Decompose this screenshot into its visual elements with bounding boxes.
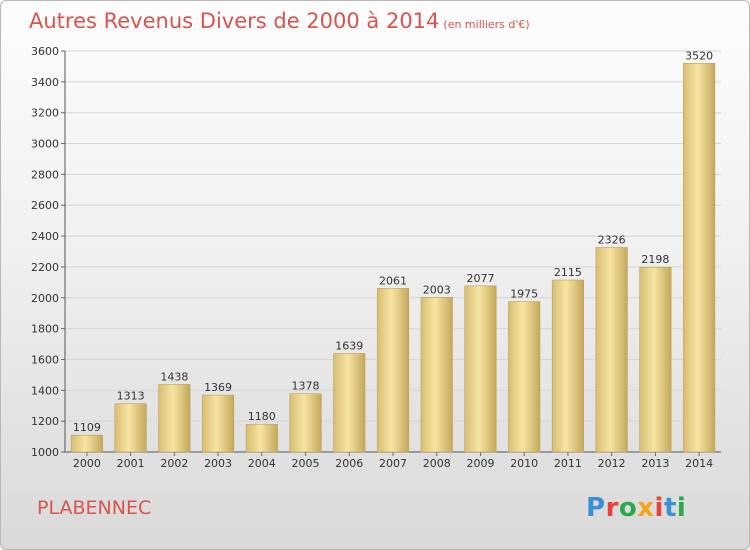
x-tick-label: 2014 — [685, 457, 713, 470]
y-tick-label: 3200 — [31, 107, 59, 120]
x-tick-label: 2008 — [423, 457, 451, 470]
label-layer: 1109 1313 1438 1369 1180 1378 1639 2061 2003 2077… — [73, 49, 713, 434]
y-tick-label: 1200 — [31, 415, 59, 428]
bar — [70, 434, 103, 453]
logo-letter: P — [586, 493, 606, 523]
y-tick-label: 1400 — [31, 384, 59, 397]
data-label: 1438 — [160, 370, 188, 383]
data-label: 3520 — [685, 49, 713, 62]
bar — [508, 301, 541, 453]
y-tick-label: 3600 — [31, 45, 59, 58]
y-tick-label: 2800 — [31, 168, 59, 181]
bar — [158, 384, 191, 453]
x-tick-label: 2007 — [379, 457, 407, 470]
y-tick-label: 1600 — [31, 353, 59, 366]
data-label: 2077 — [466, 272, 494, 285]
y-tick-label: 2000 — [31, 292, 59, 305]
y-tick-label: 2200 — [31, 261, 59, 274]
x-tick-label: 2000 — [73, 457, 101, 470]
data-label: 1378 — [292, 380, 320, 393]
logo-letter: t — [663, 493, 677, 523]
bar — [464, 285, 497, 453]
y-tick-label: 3400 — [31, 76, 59, 89]
bar — [245, 423, 278, 453]
bar — [376, 288, 410, 453]
data-label: 2326 — [598, 233, 626, 246]
logo-letter: i — [654, 493, 664, 523]
y-tick-label: 1000 — [31, 446, 59, 459]
x-tick-label: 2004 — [248, 457, 276, 470]
logo-letter: r — [605, 493, 619, 523]
x-tick-label: 2003 — [204, 457, 232, 470]
data-label: 2003 — [423, 283, 451, 296]
logo-letter: o — [618, 493, 638, 523]
logo-letter: i — [676, 493, 687, 523]
data-label: 2198 — [641, 253, 669, 266]
bar — [289, 393, 322, 453]
x-tick-label: 2005 — [292, 457, 320, 470]
x-tick-label: 2013 — [641, 457, 669, 470]
proxiti-logo[interactable]: Proxiti — [586, 493, 686, 523]
data-label: 1975 — [510, 288, 538, 301]
bar — [420, 297, 453, 453]
x-tick-label: 2002 — [160, 457, 188, 470]
data-label: 2115 — [554, 266, 582, 279]
x-tick-label: 2012 — [598, 457, 626, 470]
data-label: 1180 — [248, 410, 276, 423]
chart-title: Autres Revenus Divers de 2000 à 2014 (en … — [29, 9, 530, 33]
chart-title-unit: (en milliers d'€) — [443, 18, 530, 31]
y-tick-label: 2600 — [31, 199, 59, 212]
x-tick-label: 2010 — [510, 457, 538, 470]
data-label: 1369 — [204, 381, 232, 394]
y-tick-label: 2400 — [31, 230, 59, 243]
y-tick-label: 1800 — [31, 323, 59, 336]
chart-title-main: Autres Revenus Divers de 2000 à 2014 — [29, 9, 440, 33]
data-label: 1109 — [73, 421, 101, 434]
x-tick-label: 2006 — [335, 457, 363, 470]
axis-layer: 1000 1200 1400 1600 1800 2000 2200 2400 2600 2800… — [31, 45, 721, 470]
data-label: 1313 — [117, 390, 145, 403]
data-label: 2061 — [379, 274, 407, 287]
bar-layer — [70, 63, 716, 453]
y-tick-label: 3000 — [31, 138, 59, 151]
x-tick-label: 2011 — [554, 457, 582, 470]
location-label: PLABENNEC — [37, 497, 152, 519]
bar — [333, 353, 366, 453]
x-tick-label: 2001 — [117, 457, 145, 470]
bar — [202, 394, 235, 453]
bar — [114, 403, 147, 453]
logo-letter: x — [637, 493, 655, 523]
bar — [639, 266, 672, 453]
bar — [551, 279, 584, 453]
x-tick-label: 2009 — [466, 457, 494, 470]
bar — [595, 247, 628, 453]
bar — [683, 63, 716, 453]
data-label: 1639 — [335, 339, 363, 352]
